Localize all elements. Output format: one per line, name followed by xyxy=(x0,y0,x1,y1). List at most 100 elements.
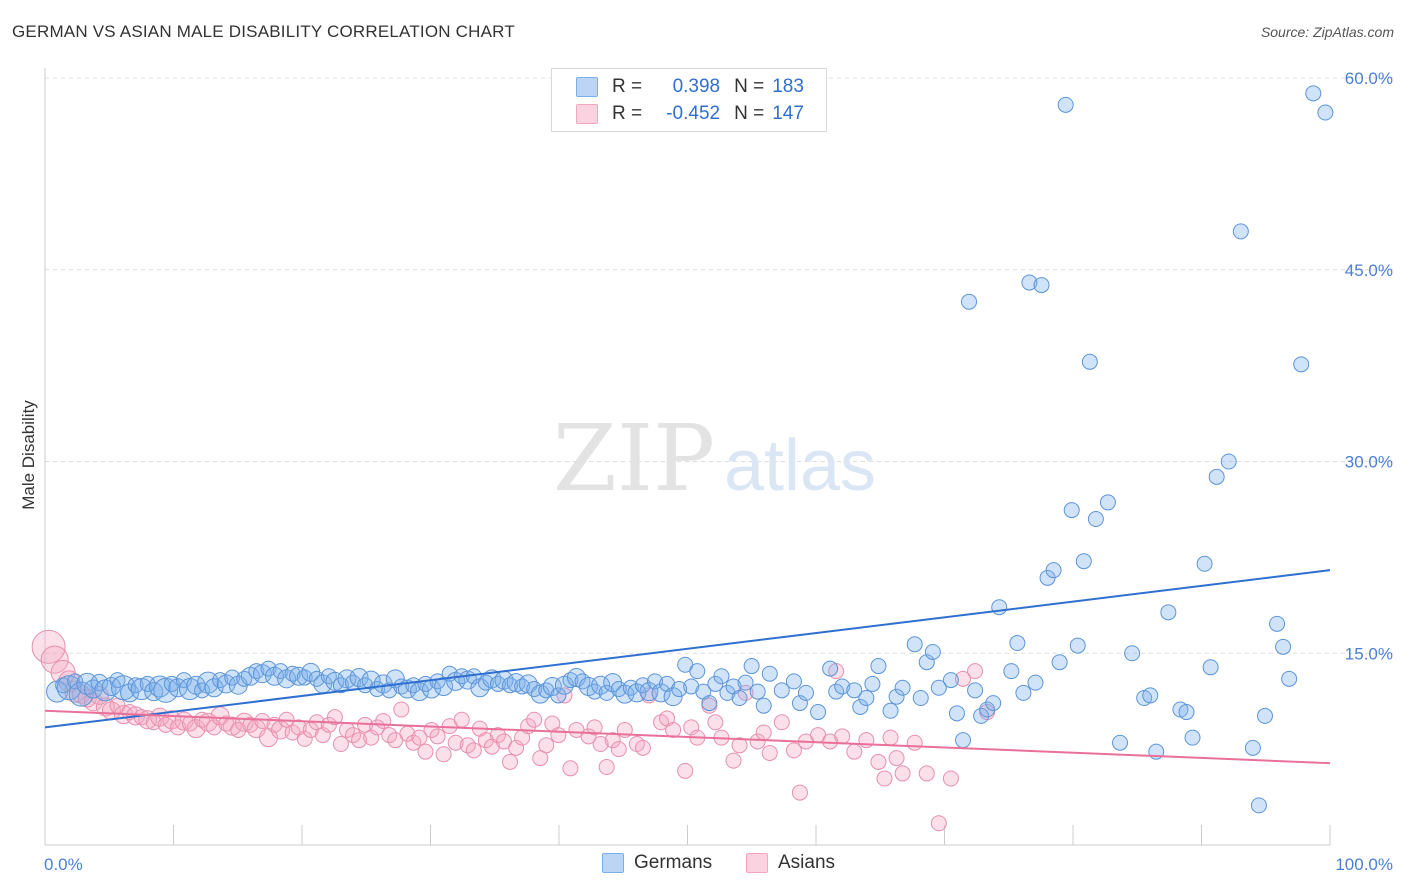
chart-title: GERMAN VS ASIAN MALE DISABILITY CORRELAT… xyxy=(12,22,515,41)
germans-point xyxy=(663,687,683,707)
germans-point xyxy=(1184,729,1201,746)
asians-point xyxy=(332,736,349,753)
germans-point xyxy=(1232,223,1249,240)
y-axis-label: Male Disability xyxy=(19,400,38,510)
germans-point xyxy=(1027,674,1044,691)
asians-point xyxy=(918,765,935,782)
germans-point xyxy=(489,675,506,692)
germans-point xyxy=(942,672,959,689)
germans-point xyxy=(1220,453,1237,470)
germans-point xyxy=(1021,274,1038,291)
germans-point xyxy=(591,675,611,695)
asians-point xyxy=(375,713,392,730)
germans-point xyxy=(127,677,144,694)
y-tick-label: 60.0% xyxy=(1345,69,1393,88)
watermark-zip: ZIP xyxy=(553,405,715,512)
germans-point xyxy=(1081,353,1098,370)
germans-trend-line xyxy=(44,569,1331,729)
germans-point xyxy=(773,682,790,699)
asians-point xyxy=(731,737,748,754)
germans-point xyxy=(979,701,996,718)
asians-point xyxy=(242,716,259,733)
germans-point xyxy=(689,663,706,680)
germans-point xyxy=(550,687,567,704)
legend-swatch-germans xyxy=(576,77,598,97)
asians-trend-line xyxy=(44,709,1331,765)
y-tick-labels: 15.0% 30.0% 45.0% 60.0% xyxy=(1345,69,1393,663)
asians-point xyxy=(477,732,494,749)
germans-point xyxy=(918,654,935,671)
germans-point xyxy=(289,666,309,686)
germans-point xyxy=(671,681,688,698)
asians-point xyxy=(942,770,959,787)
germans-point xyxy=(646,673,663,690)
asians-point xyxy=(894,765,911,782)
asians-point xyxy=(453,711,470,728)
germans-point xyxy=(1033,277,1050,294)
legend-n-label: N = xyxy=(734,76,765,97)
asians-point xyxy=(40,645,69,674)
asians-point xyxy=(725,752,742,769)
germans-point xyxy=(810,704,827,721)
germans-point xyxy=(822,660,839,677)
asians-point xyxy=(296,730,313,747)
germans-point xyxy=(1069,637,1086,654)
y-tick-label: 30.0% xyxy=(1345,453,1393,472)
germans-point xyxy=(888,688,905,705)
germans-point xyxy=(948,705,965,722)
asians-point xyxy=(604,732,621,749)
germans-point xyxy=(1178,704,1195,721)
germans-point xyxy=(1124,645,1141,662)
legend-n-label: N = xyxy=(734,103,765,124)
legend-r-label: R = xyxy=(612,76,643,97)
asians-point xyxy=(773,714,790,731)
legend-swatch-asians xyxy=(746,853,768,873)
germans-point xyxy=(1099,494,1116,511)
germans-point xyxy=(749,683,766,700)
asians-point xyxy=(640,687,657,704)
germans-point xyxy=(409,682,429,702)
germans-point xyxy=(1045,562,1062,579)
asians-point xyxy=(822,733,839,750)
germans-point xyxy=(1112,734,1129,751)
germans-point xyxy=(1250,797,1267,814)
germans-point xyxy=(598,684,615,701)
asians-point xyxy=(538,737,555,754)
asians-point xyxy=(610,741,627,758)
asians-point xyxy=(930,815,947,832)
germans-point xyxy=(1208,468,1225,485)
asians-point xyxy=(906,734,923,751)
germans-point xyxy=(236,670,253,687)
germans-point xyxy=(1305,85,1322,102)
stats-legend: R = 0.398 N = 183 R = -0.452 N = 147 xyxy=(551,68,827,132)
germans-point xyxy=(985,695,1002,712)
germans-point xyxy=(204,678,224,698)
germans-point xyxy=(1009,635,1026,652)
germans-point xyxy=(349,668,369,688)
germans-point xyxy=(791,695,808,712)
germans-point xyxy=(737,674,754,691)
axes xyxy=(44,68,1331,846)
germans-point xyxy=(68,681,94,707)
legend-row-germans: R = 0.398 N = 183 xyxy=(576,75,818,99)
germans-point xyxy=(1087,511,1104,528)
asians-point xyxy=(791,784,808,801)
asians-point xyxy=(955,670,972,687)
germans-point xyxy=(1317,104,1334,121)
legend-item-asians[interactable]: Asians xyxy=(746,852,835,874)
trend-lines xyxy=(44,569,1331,765)
asians-point xyxy=(95,697,115,717)
watermark: ZIP atlas xyxy=(553,405,876,512)
legend-label-germans: Germans xyxy=(634,852,713,873)
germans-point xyxy=(930,679,947,696)
legend-item-germans[interactable]: Germans xyxy=(602,852,712,874)
asians-point xyxy=(634,739,651,756)
germans-point xyxy=(991,599,1008,616)
germans-point xyxy=(538,682,555,699)
germans-point xyxy=(1142,687,1159,704)
germans-point xyxy=(260,660,277,677)
germans-point xyxy=(743,658,760,675)
asians-point xyxy=(429,728,446,745)
x-tick-label: 100.0% xyxy=(1335,855,1393,874)
